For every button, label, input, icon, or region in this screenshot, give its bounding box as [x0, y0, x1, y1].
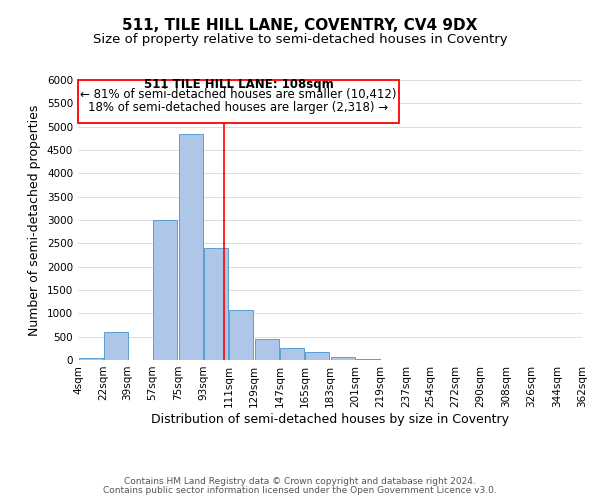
Text: Size of property relative to semi-detached houses in Coventry: Size of property relative to semi-detach… — [92, 32, 508, 46]
Text: Contains HM Land Registry data © Crown copyright and database right 2024.: Contains HM Land Registry data © Crown c… — [124, 477, 476, 486]
Text: 18% of semi-detached houses are larger (2,318) →: 18% of semi-detached houses are larger (… — [88, 100, 389, 114]
Text: 511 TILE HILL LANE: 108sqm: 511 TILE HILL LANE: 108sqm — [143, 78, 334, 91]
Bar — [356, 358, 380, 360]
Bar — [179, 134, 203, 360]
Bar — [204, 248, 228, 360]
Text: 511, TILE HILL LANE, COVENTRY, CV4 9DX: 511, TILE HILL LANE, COVENTRY, CV4 9DX — [122, 18, 478, 32]
Text: Contains public sector information licensed under the Open Government Licence v3: Contains public sector information licen… — [103, 486, 497, 495]
Bar — [79, 358, 103, 360]
Bar — [331, 356, 355, 360]
Bar — [229, 310, 253, 360]
Bar — [78, 80, 399, 123]
Bar — [104, 332, 128, 360]
Text: ← 81% of semi-detached houses are smaller (10,412): ← 81% of semi-detached houses are smalle… — [80, 88, 397, 102]
Bar — [280, 348, 304, 360]
Bar — [153, 220, 178, 360]
Bar — [305, 352, 329, 360]
Y-axis label: Number of semi-detached properties: Number of semi-detached properties — [28, 104, 41, 336]
X-axis label: Distribution of semi-detached houses by size in Coventry: Distribution of semi-detached houses by … — [151, 412, 509, 426]
Bar — [254, 338, 279, 360]
